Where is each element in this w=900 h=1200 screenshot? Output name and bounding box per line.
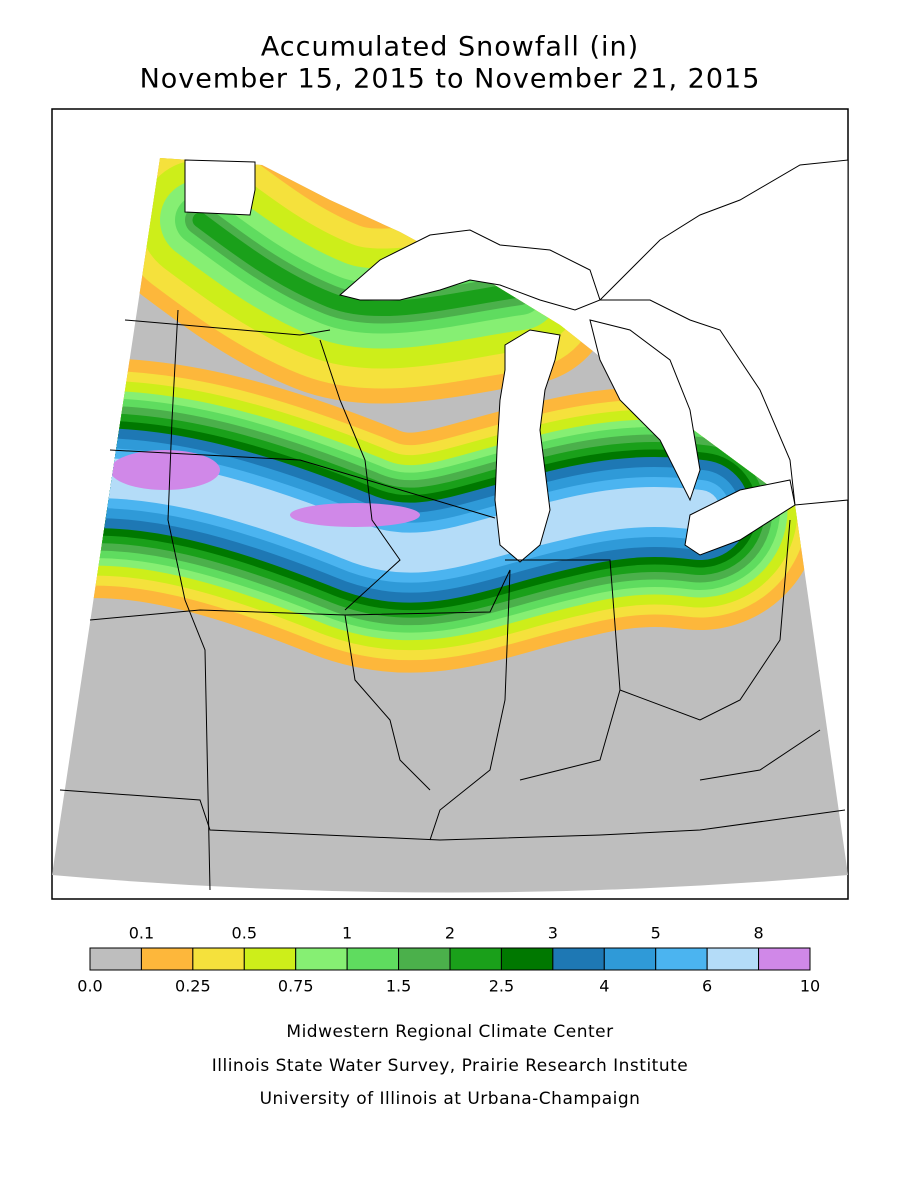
legend-label: 0.75 (278, 977, 314, 996)
legend-swatch (758, 947, 811, 971)
footer-line: Midwestern Regional Climate Center (286, 1022, 613, 1042)
map (51, 108, 849, 900)
lakes (184, 159, 849, 563)
legend-label: 1 (342, 924, 352, 943)
legend-label: 4 (599, 977, 609, 996)
legend-label: 1.5 (386, 977, 411, 996)
legend-label: 10 (800, 977, 820, 996)
legend-label: 5 (651, 924, 661, 943)
snow-max (290, 503, 420, 527)
legend-swatch (295, 947, 348, 971)
legend-swatch (706, 947, 760, 971)
legend-label: 2.5 (489, 977, 514, 996)
boundaries (59, 309, 846, 891)
legend-swatch (500, 947, 554, 971)
legend-label: 0.25 (175, 977, 211, 996)
legend-swatch (346, 947, 400, 971)
legend: 0.0 0.1 0.25 0.5 0.75 1 1.5 2 2.5 3 4 5 6 8 10 (77, 924, 820, 996)
snow-band (192, 212, 528, 317)
legend-swatch (398, 947, 451, 971)
snow-max (110, 450, 220, 490)
legend-label: 2 (445, 924, 455, 943)
legend-label: 0.1 (129, 924, 154, 943)
subtitle: November 15, 2015 to November 21, 2015 (140, 64, 761, 95)
legend-swatch (243, 947, 297, 971)
legend-swatch (603, 947, 657, 971)
legend-swatch (89, 947, 142, 971)
legend-swatch (192, 947, 245, 971)
footer-line: University of Illinois at Urbana-Champai… (260, 1089, 641, 1109)
legend-label: 3 (548, 924, 558, 943)
footer-line: Illinois State Water Survey, Prairie Res… (212, 1056, 688, 1076)
legend-swatch (140, 947, 194, 971)
legend-swatch (449, 947, 502, 971)
legend-swatch (552, 947, 605, 971)
legend-label: 0.5 (232, 924, 257, 943)
title: Accumulated Snowfall (in) (261, 32, 639, 63)
legend-label: 6 (702, 977, 712, 996)
legend-label: 8 (753, 924, 763, 943)
legend-label: 0.0 (77, 977, 102, 996)
legend-swatch (655, 947, 708, 971)
